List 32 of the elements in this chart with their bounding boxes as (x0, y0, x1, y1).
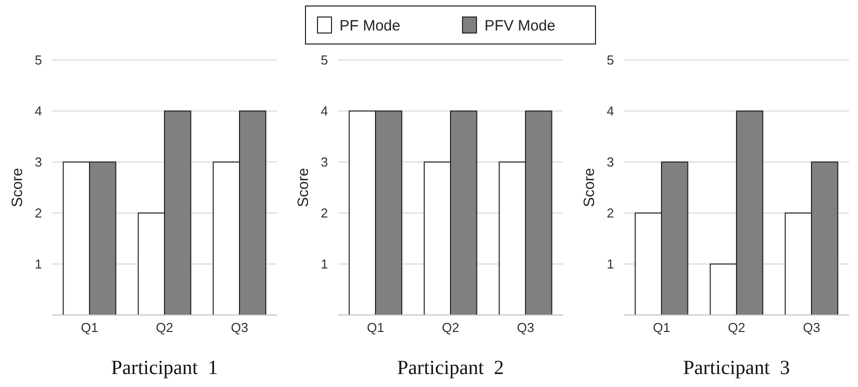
x-tick-label: Q2 (728, 320, 746, 335)
x-tick-label: Q3 (230, 320, 248, 335)
y-tick-label: 4 (34, 104, 42, 119)
y-tick-label: 5 (606, 52, 614, 68)
y-tick-label: 4 (320, 104, 328, 119)
y-tick-label: 4 (606, 104, 614, 119)
y-tick-label: 3 (606, 154, 614, 170)
x-tick-label: Q2 (156, 320, 174, 335)
y-tick-label: 1 (34, 256, 42, 272)
text: Participant 1 (111, 357, 218, 379)
y-tick-label: 1 (606, 256, 614, 272)
y-axis-title: Score (581, 168, 598, 208)
x-tick-label: Q3 (802, 320, 820, 335)
legend-label: PF Mode (340, 17, 400, 34)
legend-label: PFV Mode (484, 17, 556, 34)
y-axis-title: Score (295, 168, 312, 208)
y-tick-label: 2 (320, 206, 328, 221)
y-tick-label: 1 (320, 256, 328, 272)
text: Participant 2 (397, 357, 504, 379)
y-tick-label: 3 (34, 154, 42, 170)
y-axis-title: Score (9, 168, 26, 208)
y-tick-label: 2 (34, 206, 42, 221)
y-tick-label: 3 (320, 154, 328, 170)
x-tick-label: Q2 (442, 320, 460, 335)
x-tick-label: Q1 (80, 320, 98, 335)
y-tick-label: 2 (606, 206, 614, 221)
x-tick-label: Q1 (652, 320, 670, 335)
text: Participant 3 (683, 357, 790, 379)
y-tick-label: 5 (320, 52, 328, 68)
x-tick-label: Q1 (366, 320, 384, 335)
y-tick-label: 5 (34, 52, 42, 68)
x-tick-label: Q3 (516, 320, 534, 335)
